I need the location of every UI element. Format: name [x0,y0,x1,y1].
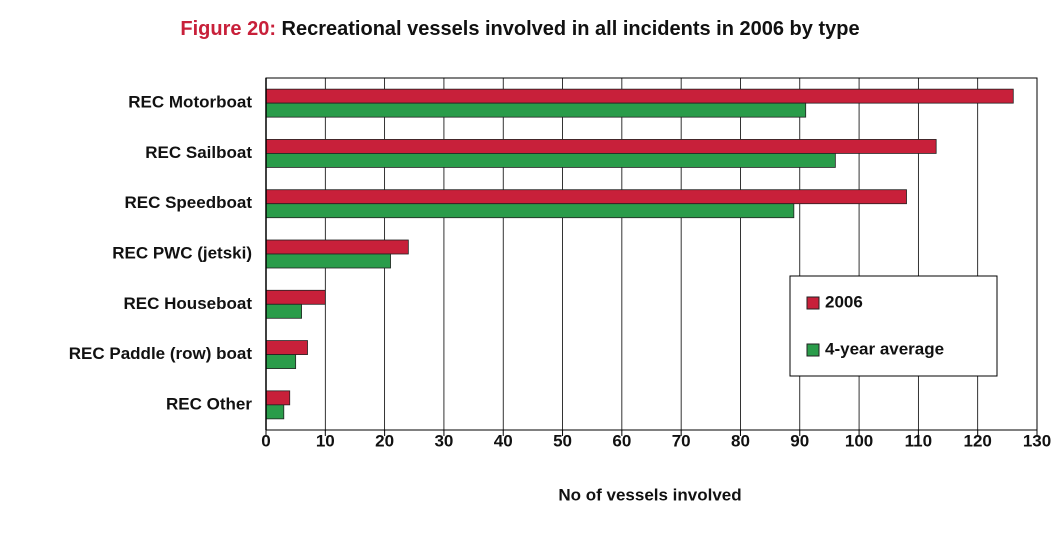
y-tick-label: REC PWC (jetski) [112,243,252,262]
x-tick-label: 50 [553,431,572,450]
bar [265,253,391,269]
x-tick-label: 0 [261,431,270,450]
y-tick-label: REC Houseboat [124,294,253,313]
bar [265,203,795,219]
legend-swatch [806,296,820,310]
bar [265,303,302,319]
legend-label: 4-year average [825,339,944,358]
x-tick-label: 30 [434,431,453,450]
x-tick-label: 130 [1023,431,1051,450]
bar [265,239,409,255]
x-tick-label: 60 [612,431,631,450]
legend-label: 2006 [825,292,863,311]
x-tick-label: 10 [316,431,335,450]
x-tick-label: 90 [790,431,809,450]
x-tick-label: 70 [672,431,691,450]
legend-swatch [806,343,820,357]
bar [265,340,308,355]
figure-label: Figure 20: [180,18,276,40]
bar [265,88,1014,104]
bar [265,289,326,305]
x-tick-label: 80 [731,431,750,450]
bar [265,153,836,168]
bar [265,139,937,154]
x-axis-label: No of vessels involved [558,485,741,504]
chart-title: Recreational vessels involved in all inc… [282,18,860,40]
x-tick-label: 20 [375,431,394,450]
bar [265,102,807,118]
y-tick-label: REC Sailboat [145,143,252,162]
x-tick-label: 100 [845,431,873,450]
bar [265,404,285,420]
y-tick-label: REC Speedboat [124,193,252,212]
legend-box [789,275,998,377]
bar [265,390,291,406]
y-tick-label: REC Other [166,394,252,413]
y-tick-label: REC Motorboat [128,93,252,112]
y-tick-label: REC Paddle (row) boat [69,344,253,363]
x-tick-label: 40 [494,431,513,450]
chart-title-group: Figure 20: Recreational vessels involved… [180,18,859,40]
bar [265,354,297,369]
x-tick-label: 110 [905,431,932,450]
x-tick-label: 120 [964,431,992,450]
bar [265,189,907,205]
